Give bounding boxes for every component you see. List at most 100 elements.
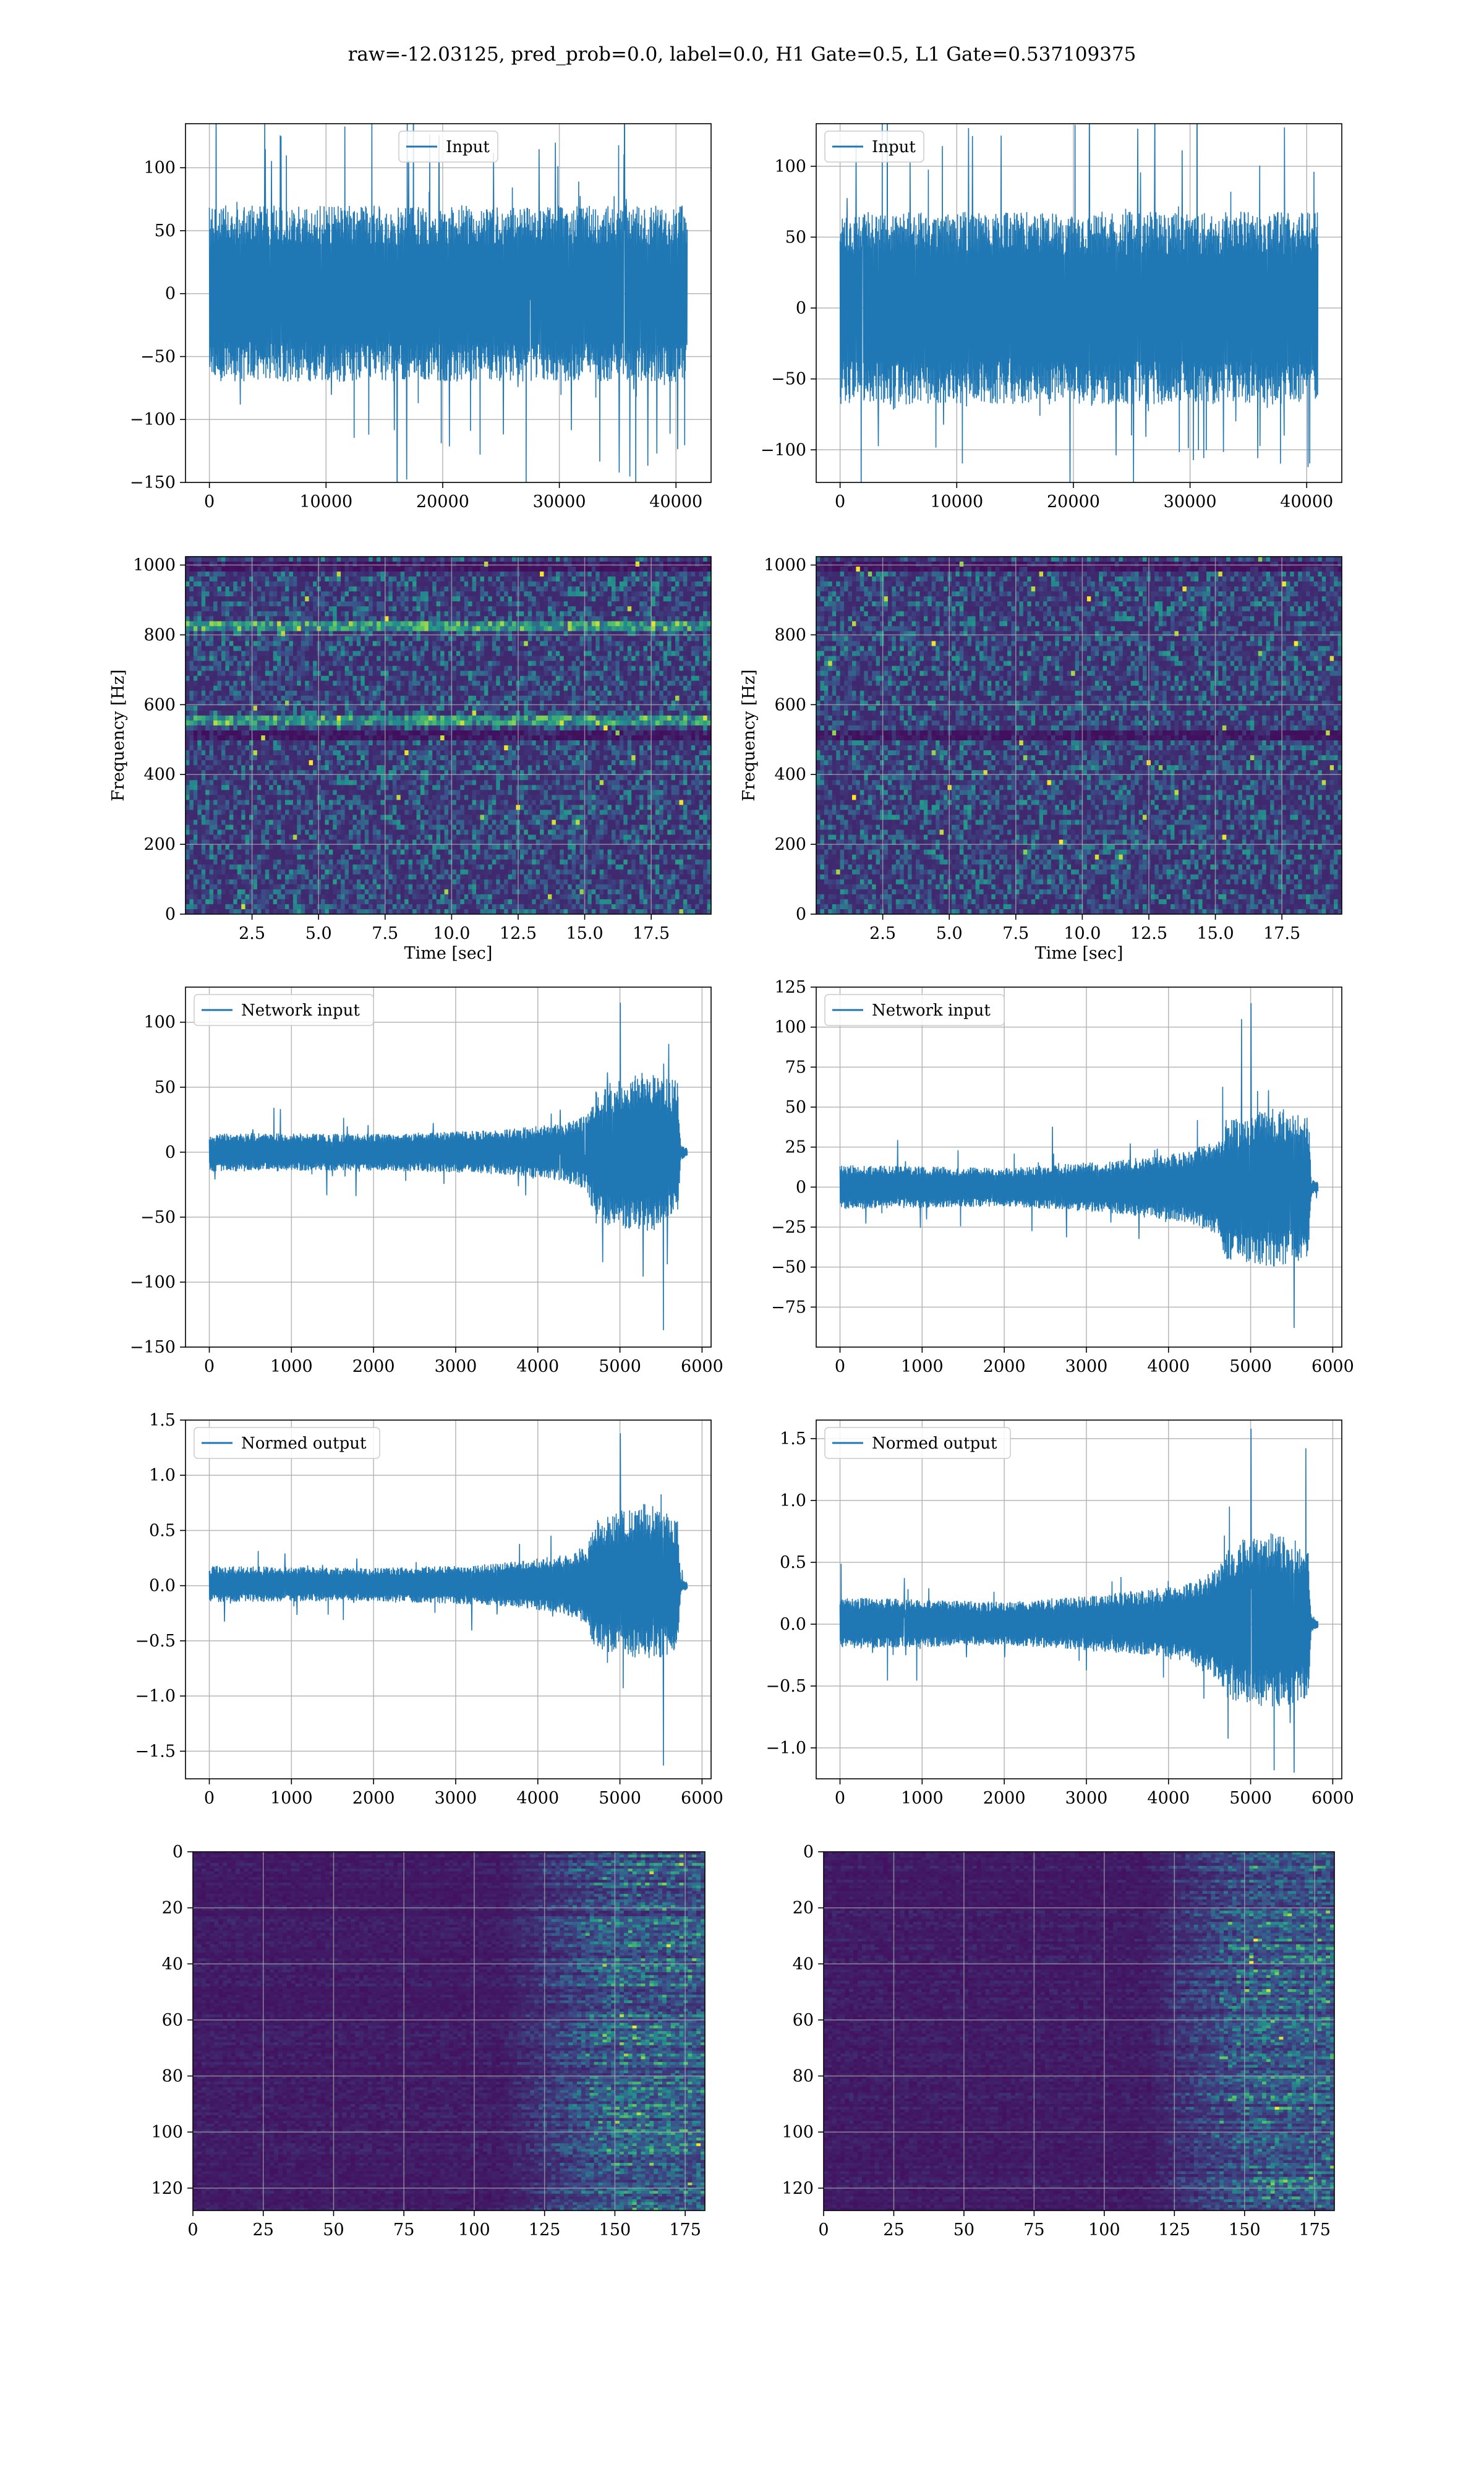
heatmap-cells bbox=[824, 1852, 1335, 2211]
y-tick-label: 0 bbox=[165, 285, 176, 304]
x-tick-label: 1000 bbox=[901, 1357, 944, 1376]
y-tick-label: 0.0 bbox=[780, 1615, 806, 1634]
x-tick-label: 5000 bbox=[599, 1357, 641, 1376]
y-tick-label: 40 bbox=[162, 1954, 183, 1974]
plot-area bbox=[186, 557, 712, 915]
x-tick-label: 6000 bbox=[1311, 1357, 1354, 1376]
legend-label: Network input bbox=[241, 1001, 360, 1020]
x-tick-label: 5.0 bbox=[305, 924, 332, 943]
legend: Normed output bbox=[825, 1427, 1010, 1458]
y-tick-label: 1000 bbox=[133, 556, 176, 575]
x-tick-label: 2.5 bbox=[239, 924, 265, 943]
x-tick-label: 10.0 bbox=[1064, 924, 1101, 943]
y-tick-label: 100 bbox=[143, 158, 176, 178]
subplot-spectrogram-left: 2.5 5.0 7.5 10.0 12.5 15.0 17.5020040060080010… bbox=[109, 556, 712, 963]
heatmap-cells bbox=[193, 1852, 706, 2211]
y-tick-label: −0.5 bbox=[765, 1677, 806, 1696]
x-tick-label: 17.5 bbox=[1263, 924, 1300, 943]
y-tick-label: 200 bbox=[143, 835, 176, 854]
x-tick-label: 10000 bbox=[299, 492, 352, 511]
plot-area bbox=[824, 1852, 1335, 2211]
x-tick-label: 2000 bbox=[983, 1789, 1026, 1808]
legend: Normed output bbox=[194, 1427, 380, 1458]
y-tick-label: −100 bbox=[130, 1273, 176, 1292]
y-tick-label: 0.0 bbox=[149, 1577, 176, 1596]
y-tick-label: 100 bbox=[774, 157, 806, 176]
x-tick-label: 1000 bbox=[270, 1357, 313, 1376]
y-tick-label: −1.5 bbox=[135, 1742, 176, 1761]
x-tick-label: 3000 bbox=[435, 1357, 477, 1376]
x-tick-label: 1000 bbox=[901, 1789, 944, 1808]
y-axis-label: Frequency [Hz] bbox=[109, 669, 128, 801]
x-tick-label: 0 bbox=[187, 2220, 198, 2240]
x-tick-label: 3000 bbox=[1065, 1357, 1108, 1376]
x-axis-label: Time [sec] bbox=[404, 944, 493, 963]
y-tick-label: −75 bbox=[771, 1298, 806, 1317]
y-tick-label: 800 bbox=[774, 625, 806, 644]
x-tick-label: 5000 bbox=[1229, 1789, 1272, 1808]
y-tick-label: −50 bbox=[140, 1208, 176, 1227]
x-tick-label: 75 bbox=[393, 2220, 414, 2240]
y-tick-label: 600 bbox=[774, 695, 806, 714]
x-tick-label: 175 bbox=[1298, 2220, 1331, 2240]
x-tick-label: 1000 bbox=[270, 1789, 313, 1808]
y-tick-label: −100 bbox=[761, 440, 806, 460]
y-tick-label: 1.0 bbox=[149, 1466, 176, 1485]
y-tick-label: 0 bbox=[796, 905, 806, 924]
legend-label: Network input bbox=[872, 1001, 991, 1020]
x-tick-label: 75 bbox=[1023, 2220, 1044, 2240]
x-tick-label: 4000 bbox=[516, 1789, 559, 1808]
y-tick-label: −1.0 bbox=[135, 1687, 176, 1706]
subplot-spectrogram-right: 2.5 5.0 7.5 10.0 12.5 15.0 17.5020040060080010… bbox=[740, 556, 1342, 963]
x-tick-label: 4000 bbox=[516, 1357, 559, 1376]
y-tick-label: 0 bbox=[165, 1143, 176, 1162]
x-tick-label: 125 bbox=[1159, 2220, 1191, 2240]
x-tick-label: 6000 bbox=[681, 1789, 723, 1808]
x-tick-label: 150 bbox=[599, 2220, 631, 2240]
y-tick-label: 80 bbox=[162, 2067, 183, 2086]
legend: Input bbox=[399, 131, 498, 162]
x-tick-label: 3000 bbox=[1065, 1789, 1108, 1808]
y-tick-label: −1.0 bbox=[765, 1739, 806, 1758]
y-tick-label: 120 bbox=[151, 2179, 183, 2198]
x-tick-label: 0 bbox=[835, 492, 845, 511]
legend: Input bbox=[825, 131, 924, 162]
x-tick-label: 25 bbox=[253, 2220, 274, 2240]
heatmap-cells bbox=[186, 557, 712, 915]
y-tick-label: 60 bbox=[793, 2011, 814, 2030]
x-tick-label: 0 bbox=[818, 2220, 829, 2240]
x-tick-label: 7.5 bbox=[372, 924, 398, 943]
y-tick-label: −50 bbox=[771, 1258, 806, 1277]
y-tick-label: 1.5 bbox=[149, 1411, 176, 1430]
x-tick-label: 0 bbox=[835, 1357, 845, 1376]
y-tick-label: 400 bbox=[143, 765, 176, 784]
y-tick-label: 0 bbox=[796, 1178, 806, 1197]
x-tick-label: 40000 bbox=[649, 492, 702, 511]
y-tick-label: 125 bbox=[774, 978, 806, 997]
x-tick-label: 20000 bbox=[416, 492, 469, 511]
x-tick-label: 125 bbox=[529, 2220, 561, 2240]
x-tick-label: 3000 bbox=[435, 1789, 477, 1808]
y-tick-label: 100 bbox=[774, 1018, 806, 1037]
y-tick-label: 25 bbox=[785, 1138, 806, 1157]
legend-label: Normed output bbox=[872, 1434, 997, 1453]
heatmap-cells bbox=[816, 557, 1342, 915]
y-tick-label: −100 bbox=[130, 410, 176, 429]
x-tick-label: 6000 bbox=[681, 1357, 723, 1376]
y-tick-label: 0 bbox=[173, 1843, 183, 1862]
x-axis-label: Time [sec] bbox=[1035, 944, 1124, 963]
x-tick-label: 5000 bbox=[1229, 1357, 1272, 1376]
x-tick-label: 30000 bbox=[1164, 492, 1217, 511]
plot-area bbox=[193, 1852, 706, 2211]
x-tick-label: 10000 bbox=[930, 492, 983, 511]
y-tick-label: 75 bbox=[785, 1058, 806, 1077]
y-tick-label: 20 bbox=[793, 1899, 814, 1918]
legend-label: Normed output bbox=[241, 1434, 367, 1453]
y-tick-label: −0.5 bbox=[135, 1632, 176, 1651]
x-tick-label: 4000 bbox=[1147, 1789, 1190, 1808]
y-tick-label: 600 bbox=[143, 695, 176, 714]
legend: Network input bbox=[825, 995, 1004, 1025]
x-tick-label: 7.5 bbox=[1002, 924, 1029, 943]
